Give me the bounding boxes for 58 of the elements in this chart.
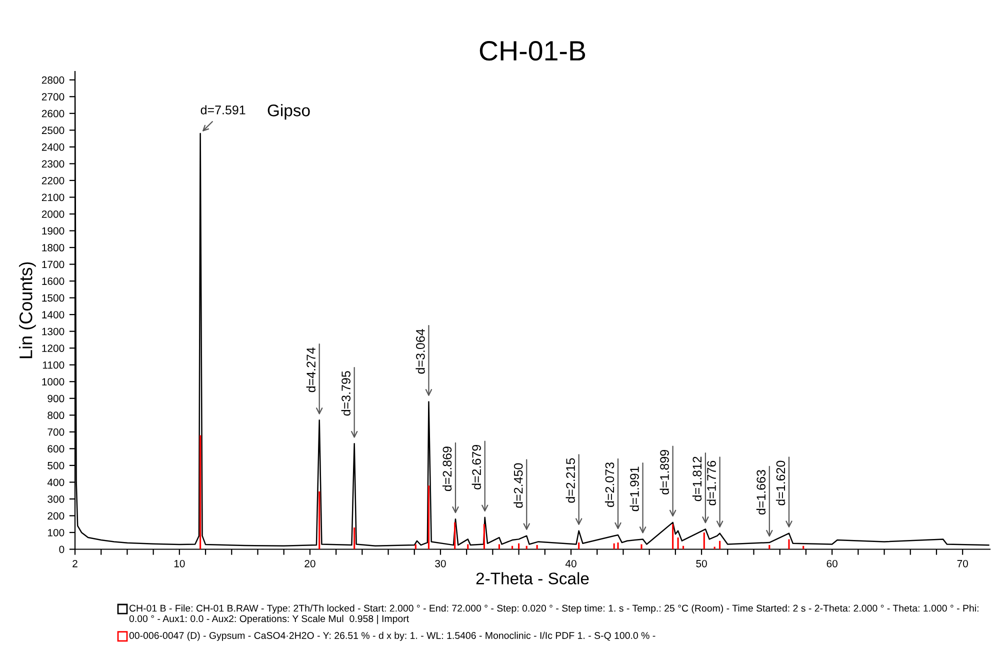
annotation: d=2.869 [442, 446, 452, 492]
y-tick-label: 1900 [42, 227, 64, 235]
annotation: d=1.663 [756, 470, 766, 515]
annotation: d=2.679 [472, 444, 481, 490]
x-tick-label: 60 [826, 560, 838, 568]
x-tick-label: 2 [72, 560, 78, 568]
annotation: Gipso [268, 104, 310, 120]
annotation: d=2.450 [514, 463, 523, 508]
annotation: d=3.064 [416, 329, 425, 374]
legend-label: CH-01 B - File: CH-01 B.RAW - Type: 2Th/Th locked - Start: 2.000 ° - End: 72.000 ° - Step: 0.020 ° - Step time: 1. s - Temp.: 25 °C (Room) - Time Started: 2 s - 2-Theta: 2.000 ° - Theta: 1.000 ° - Phi: 0.00 ° - Aux1: 0.0 - Aux2: Operations: Y Scale Mul 0.958 | Import [129, 604, 978, 624]
annotation: d=1.620 [776, 460, 786, 506]
annotation: d=1.776 [706, 460, 716, 506]
y-tick-label: 2600 [42, 110, 64, 118]
y-tick-label: 500 [48, 462, 64, 470]
annotation: d=4.274 [306, 347, 316, 392]
y-tick-label: 1700 [42, 260, 64, 268]
y-tick-label: 2500 [42, 126, 64, 134]
x-tick-label: 50 [696, 560, 707, 568]
y-tick-label: 1200 [42, 344, 64, 352]
y-tick-label: 1000 [42, 378, 64, 386]
annotation: d=1.812 [692, 456, 702, 502]
y-tick-label: 200 [48, 512, 64, 520]
y-tick-label: 2700 [42, 93, 64, 101]
y-tick-label: 2000 [42, 210, 64, 218]
y-tick-label: 2200 [42, 176, 64, 184]
annotation: d=7.591 [200, 105, 246, 114]
y-tick-label: 700 [48, 428, 64, 436]
y-tick-label: 1500 [42, 294, 64, 302]
x-axis-title: 2-Theta - Scale [476, 572, 589, 584]
x-tick-label: 20 [304, 560, 316, 568]
annotation: d=1.991 [630, 466, 639, 512]
y-tick-label: 1300 [42, 328, 64, 336]
y-tick-label: 1600 [42, 278, 64, 285]
annotation: d=1.899 [660, 450, 669, 494]
y-tick-label: 2800 [42, 76, 64, 84]
y-tick-label: 600 [48, 445, 64, 453]
y-tick-label: 300 [48, 495, 64, 503]
y-axis-title: Lin (Counts) [19, 262, 36, 358]
y-tick-label: 400 [47, 478, 64, 486]
x-tick-label: 70 [957, 560, 968, 568]
y-tick-label: 800 [48, 412, 64, 420]
x-tick-label: 10 [174, 560, 185, 568]
y-tick-label: 1100 [42, 361, 64, 369]
chart-title: CH-01-B [480, 40, 586, 61]
y-tick-label: 2100 [42, 194, 64, 202]
y-tick-label: 1800 [42, 244, 64, 252]
y-tick-label: 2400 [42, 143, 64, 151]
x-tick-label: 30 [435, 560, 446, 568]
annotation: d=2.215 [566, 458, 575, 503]
annotation: d=2.073 [604, 462, 614, 507]
y-tick-label: 2300 [42, 160, 64, 168]
x-tick-label: 40 [565, 560, 576, 568]
y-tick-label: 900 [48, 394, 64, 402]
y-tick-label: 100 [48, 528, 64, 536]
annotation: d=3.795 [341, 371, 350, 416]
y-tick-label: 1400 [42, 311, 64, 318]
y-tick-label: 0 [59, 546, 64, 554]
legend-label: 00-006-0047 (D) - Gypsum - CaSO4·2H2O - Y: 26.51 % - d x by: 1. - WL: 1.5406 - Monoclinic - I/Ic PDF 1. - S-Q 100.0 % - [129, 632, 656, 641]
